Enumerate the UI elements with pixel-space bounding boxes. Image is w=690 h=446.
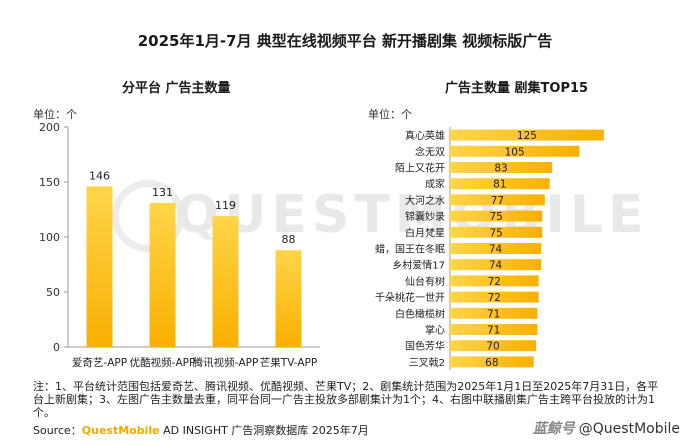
bar (450, 259, 542, 271)
bar-value-label: 77 (491, 195, 504, 207)
bar (450, 275, 539, 287)
bar-value-label: 119 (215, 199, 236, 212)
category-label: 乡村爱情17 (392, 259, 445, 272)
bar-value-label: 88 (282, 233, 296, 246)
x-tick-label: 芒果TV-APP (260, 356, 317, 369)
bar-value-label: 131 (152, 186, 173, 199)
bar (450, 178, 550, 190)
bar-value-label: 83 (494, 163, 507, 175)
category-label: 成家 (425, 178, 445, 191)
bar-value-label: 74 (489, 260, 503, 272)
bar (450, 226, 543, 238)
category-label: 白色橄榄树 (395, 307, 445, 320)
category-label: 国色芳华 (405, 340, 445, 353)
left-unit-label: 单位：个 (33, 108, 77, 121)
bar (450, 145, 580, 157)
y-tick-label: 200 (39, 121, 60, 134)
bar-value-label: 81 (493, 179, 506, 191)
bar (450, 210, 543, 222)
x-tick-label: 爱奇艺-APP (72, 356, 127, 369)
right-bar-chart: 125 真心英雄 105 念无双 83 陌上又花开 81 成家 77 大河之水 75 锦囊妙录 75 白月… (375, 127, 604, 370)
bar-value-label: 71 (487, 325, 500, 337)
bar (450, 356, 534, 368)
left-bar-chart: 0 50 100 150 200 146 爱奇艺-APP 131 优酷视频-APP 119 腾讯视频… (39, 121, 320, 369)
bar (275, 250, 302, 347)
category-label: 大河之水 (405, 194, 445, 207)
page-title: 2025年1月-7月 典型在线视频平台 新开播剧集 视频标版广告 (137, 32, 553, 50)
bar (450, 307, 538, 319)
x-tick-label: 优酷视频-APP (130, 356, 196, 369)
bar-value-label: 71 (487, 308, 500, 320)
watermark: QUESTMOBILE (175, 185, 649, 245)
category-label: 仙台有树 (405, 275, 445, 288)
bar (450, 324, 538, 335)
bar-value-label: 70 (486, 341, 499, 353)
left-chart-title: 分平台 广告主数量 (122, 81, 231, 96)
footer-handle: @QuestMobile (578, 421, 680, 437)
category-label: 千朵桃花一世开 (375, 291, 445, 304)
watermark-logo-circle (112, 180, 184, 252)
bar (450, 243, 542, 254)
y-tick-label: 150 (39, 176, 60, 189)
right-chart-title: 广告主数量 剧集TOP15 (445, 81, 589, 96)
category-label: 三叉戟2 (409, 356, 445, 369)
bar-value-label: 72 (488, 276, 501, 288)
source-rest: AD INSIGHT 广告洞察数据库 2025年7月 (159, 424, 369, 437)
footnote: 注：1、平台统计范围包括爱奇艺、腾讯视频、优酷视频、芒果TV；2、剧集统计范围为… (33, 380, 659, 419)
category-label: 白月梵星 (405, 226, 445, 239)
bar (86, 186, 113, 347)
bar-value-label: 74 (489, 244, 503, 256)
category-label: 蜡，国王在冬眠 (375, 243, 445, 256)
source-prefix: Source： (33, 424, 82, 437)
bar (450, 194, 545, 206)
bar (450, 291, 539, 303)
category-label: 念无双 (415, 145, 445, 158)
bar-value-label: 125 (517, 130, 537, 142)
footer-brand: 蓝鲸号 @QuestMobile (533, 418, 680, 438)
x-tick-label: 腾讯视频-APP (193, 356, 259, 369)
right-unit-label: 单位：个 (368, 108, 412, 121)
bar-value-label: 75 (489, 211, 502, 223)
y-tick-label: 100 (39, 231, 60, 244)
bar (149, 202, 176, 347)
source-brand: QuestMobile (81, 424, 160, 437)
bar-value-label: 105 (505, 146, 525, 158)
bar-value-label: 75 (489, 227, 502, 239)
category-label: 陌上又花开 (395, 162, 445, 175)
bar (450, 129, 604, 141)
y-tick-label: 50 (46, 286, 60, 299)
bar-value-label: 72 (488, 292, 501, 304)
category-label: 真心英雄 (405, 129, 445, 142)
category-label: 掌心 (425, 325, 445, 337)
bar-value-label: 68 (485, 357, 498, 369)
bar (450, 162, 553, 173)
footer-app-name: 蓝鲸号 (532, 421, 575, 437)
bar (450, 340, 537, 352)
bar-value-label: 146 (89, 169, 110, 182)
source-line: Source：QuestMobile AD INSIGHT 广告洞察数据库 20… (33, 422, 369, 438)
bar (212, 216, 239, 347)
y-tick-label: 0 (53, 341, 60, 354)
category-label: 锦囊妙录 (405, 210, 445, 223)
